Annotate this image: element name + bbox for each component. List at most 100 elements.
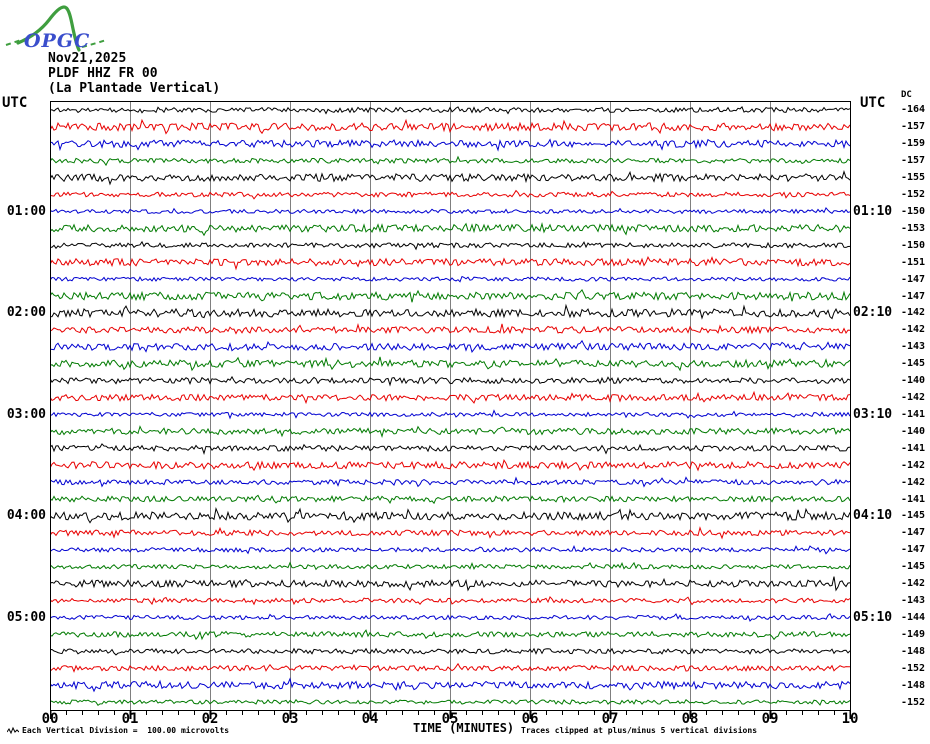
dc-value: -151 xyxy=(901,256,926,268)
hour-label-left: 01:00 xyxy=(6,203,46,219)
x-tick-label: 06 xyxy=(521,711,539,727)
trace-row xyxy=(50,494,851,505)
plot-date: Nov21,2025 xyxy=(48,51,127,66)
trace-row xyxy=(50,576,851,592)
trace-row xyxy=(50,526,851,540)
trace-row xyxy=(50,561,851,571)
clip-note: Traces clipped at plus/minus 5 vertical … xyxy=(521,726,758,735)
x-tick-label: 07 xyxy=(601,711,619,727)
trace-row xyxy=(50,476,851,488)
dc-value: -145 xyxy=(901,510,926,522)
trace-row xyxy=(50,275,851,283)
trace-row xyxy=(50,303,851,320)
dc-value: -142 xyxy=(901,476,926,488)
dc-value: -147 xyxy=(901,273,926,285)
dc-value: -164 xyxy=(901,104,926,116)
trace-row xyxy=(50,545,851,555)
hour-label-left: 03:00 xyxy=(6,406,46,422)
hour-label-right: 02:10 xyxy=(853,305,893,321)
trace-row xyxy=(50,629,851,641)
dc-value: -141 xyxy=(901,442,926,454)
trace-row xyxy=(50,256,851,271)
dc-value: -143 xyxy=(901,595,926,607)
dc-value: -157 xyxy=(901,121,926,133)
hour-label-right: 04:10 xyxy=(853,508,893,524)
x-tick-label: 05 xyxy=(441,711,459,727)
dc-value: -140 xyxy=(901,375,926,387)
trace-row xyxy=(50,677,851,693)
dc-value: -142 xyxy=(901,578,926,590)
trace-row xyxy=(50,221,851,237)
hour-label-left: 02:00 xyxy=(6,305,46,321)
dc-value: -142 xyxy=(901,324,926,336)
utc-header-left: UTC xyxy=(2,95,28,111)
opgc-logo: OPGC xyxy=(5,5,107,52)
trace-row xyxy=(50,425,851,438)
dc-value: -145 xyxy=(901,358,926,370)
trace-row xyxy=(50,155,851,167)
logo-dash-right-icon xyxy=(81,39,107,48)
trace-row xyxy=(50,375,851,387)
dc-value: -150 xyxy=(901,205,926,217)
x-axis-ticks xyxy=(50,711,851,719)
x-tick-label: 00 xyxy=(41,711,59,727)
dc-value: -159 xyxy=(901,138,926,150)
trace-row xyxy=(50,595,851,606)
logo-dash-left-icon xyxy=(5,39,22,46)
x-tick-label: 08 xyxy=(681,711,699,727)
dc-value: -148 xyxy=(901,645,926,657)
dc-value: -152 xyxy=(901,662,926,674)
trace-row xyxy=(50,647,851,656)
trace-row xyxy=(50,138,851,152)
dc-value: -143 xyxy=(901,341,926,353)
dc-value: -148 xyxy=(901,679,926,691)
trace-row xyxy=(50,662,851,673)
dc-value: -152 xyxy=(901,189,926,201)
dc-value: -153 xyxy=(901,222,926,234)
dc-value: -152 xyxy=(901,696,926,708)
trace-row xyxy=(50,390,851,405)
plot-frame xyxy=(50,101,851,711)
station-name: (La Plantade Vertical) xyxy=(48,81,221,96)
microseism-icon xyxy=(7,726,19,735)
trace-row xyxy=(50,323,851,335)
trace-row xyxy=(50,106,851,115)
trace-row xyxy=(50,240,851,251)
minute-gridlines xyxy=(130,102,771,710)
dc-value: -141 xyxy=(901,408,926,420)
trace-row xyxy=(50,612,851,622)
trace-row xyxy=(50,409,851,420)
trace-row xyxy=(50,356,851,372)
x-tick-label: 01 xyxy=(121,711,139,727)
dc-value: -147 xyxy=(901,290,926,302)
dc-value: -149 xyxy=(901,628,926,640)
dc-value: -147 xyxy=(901,527,926,539)
vertical-scale-note: Each Vertical Division = 100.00 microvol… xyxy=(22,726,230,735)
x-tick-label: 02 xyxy=(201,711,219,727)
dc-value: -141 xyxy=(901,493,926,505)
hour-label-left: 05:00 xyxy=(6,609,46,625)
hour-label-right: 03:10 xyxy=(853,406,893,422)
trace-row xyxy=(50,170,851,186)
trace-row xyxy=(50,443,851,455)
trace-row xyxy=(50,189,851,200)
trace-row xyxy=(50,118,851,135)
trace-row xyxy=(50,339,851,353)
dc-value: -140 xyxy=(901,425,926,437)
x-tick-label: 04 xyxy=(361,711,379,727)
dc-value: -145 xyxy=(901,561,926,573)
dc-value: -142 xyxy=(901,307,926,319)
helicorder-plot xyxy=(50,101,851,711)
dc-value: -144 xyxy=(901,611,926,623)
utc-header-right: UTC xyxy=(860,95,886,111)
x-axis-title: TIME (MINUTES) xyxy=(413,721,515,735)
x-tick-label: 03 xyxy=(281,711,299,727)
dc-value: -142 xyxy=(901,392,926,404)
logo-text: OPGC xyxy=(24,30,90,52)
dc-value: -155 xyxy=(901,172,926,184)
trace-row xyxy=(50,458,851,472)
station-code: PLDF HHZ FR 00 xyxy=(48,66,158,81)
trace-row xyxy=(50,698,851,707)
trace-row xyxy=(50,506,851,524)
